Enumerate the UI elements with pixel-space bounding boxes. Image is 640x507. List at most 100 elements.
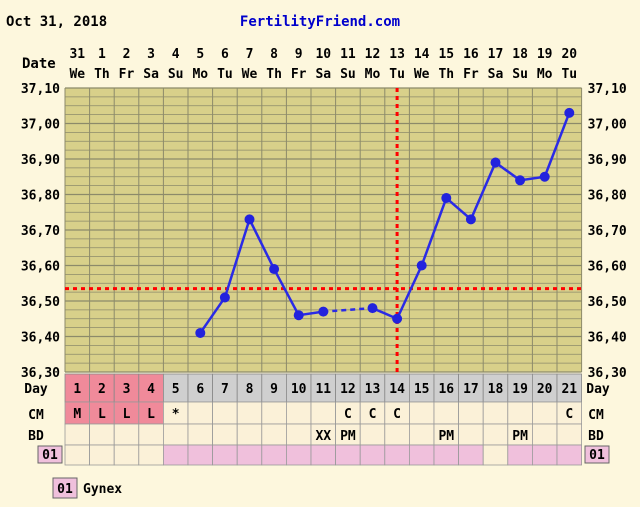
code-cell xyxy=(261,444,287,466)
day-cell xyxy=(64,373,91,403)
temperature-segment xyxy=(469,162,497,220)
cm-cell xyxy=(458,401,484,425)
date-label: 14 xyxy=(414,47,430,62)
chart-table: 1 M 2 L 3 L 4 L 5 * 6 7 8 9 10 11 XX 12 C PM 13 C 14 C 15 16 PM 17 1… xyxy=(64,373,583,466)
code-cell xyxy=(482,444,509,466)
day-number: 17 xyxy=(463,382,479,397)
code-cell xyxy=(89,444,115,466)
y-tick-label-left: 37,10 xyxy=(21,82,60,97)
bd-cell xyxy=(64,423,91,446)
code-cell xyxy=(458,444,484,466)
weekday-label: Fr xyxy=(291,67,307,82)
date-label: 7 xyxy=(246,47,254,62)
cm-row-label-left: CM xyxy=(28,408,44,423)
temperature-segment xyxy=(445,197,472,221)
code-cell xyxy=(236,444,263,466)
y-tick-label-right: 37,10 xyxy=(588,82,627,97)
date-label: 19 xyxy=(537,47,553,62)
date-label: 9 xyxy=(295,47,303,62)
weekday-label: Th xyxy=(438,67,454,82)
weekday-label: We xyxy=(414,67,430,82)
bd-value: PM xyxy=(438,429,454,444)
cm-value: C xyxy=(565,407,573,422)
y-tick-label-right: 36,70 xyxy=(588,224,627,239)
legend-label: Gynex xyxy=(83,482,122,497)
site-name[interactable]: FertilityFriend.com xyxy=(240,14,400,30)
temperature-point xyxy=(195,327,206,338)
temperature-segment xyxy=(543,112,571,178)
day-number: 9 xyxy=(270,382,278,397)
bd-cell xyxy=(458,423,484,446)
cm-cell xyxy=(507,401,533,425)
cm-cell xyxy=(261,401,287,425)
temperature-point xyxy=(416,260,427,271)
y-tick-label-left: 37,00 xyxy=(21,118,60,133)
temperature-point xyxy=(392,313,403,324)
cm-cell xyxy=(310,401,337,425)
code-cell xyxy=(285,444,312,466)
cm-value: C xyxy=(344,407,352,422)
y-tick-label-left: 36,80 xyxy=(21,189,60,204)
y-tick-label-left: 36,50 xyxy=(21,295,60,310)
code-cell xyxy=(113,444,140,466)
bd-cell xyxy=(408,423,435,446)
bd-cell xyxy=(384,423,410,446)
y-tick-label-right: 36,40 xyxy=(588,331,627,346)
temperature-point xyxy=(441,193,452,204)
day-number: 8 xyxy=(246,382,254,397)
day-number: 20 xyxy=(537,382,553,397)
temperature-segment xyxy=(494,161,521,182)
axes: 37,10 37,10 37,00 37,00 36,90 36,90 36,80 36,80… xyxy=(21,47,627,381)
cm-cell xyxy=(187,401,214,425)
temperature-point xyxy=(490,157,501,168)
temperature-point xyxy=(244,214,255,225)
bd-cell xyxy=(212,423,238,446)
cm-cell xyxy=(482,401,509,425)
code-cell xyxy=(507,444,533,466)
code-cell xyxy=(187,444,214,466)
bd-cell xyxy=(359,423,386,446)
bd-cell xyxy=(89,423,115,446)
date-row-label: Date xyxy=(22,56,56,72)
temperature-point xyxy=(564,107,575,118)
weekday-label: Tu xyxy=(389,67,405,82)
day-number: 10 xyxy=(291,382,307,397)
date-label: 17 xyxy=(488,47,504,62)
y-tick-label-right: 36,30 xyxy=(588,366,627,381)
legend-code: 01 xyxy=(57,482,73,497)
bd-row-label-left: BD xyxy=(28,429,44,444)
day-number: 3 xyxy=(123,382,131,397)
code-cell xyxy=(212,444,238,466)
weekday-label: Mo xyxy=(365,67,381,82)
code-cell xyxy=(162,444,189,466)
date-label: 1 xyxy=(98,47,106,62)
day-number: 11 xyxy=(315,382,331,397)
code-cell xyxy=(433,444,460,466)
weekday-label: Sa xyxy=(488,67,504,82)
bd-cell xyxy=(236,423,263,446)
code-row-label-left-box xyxy=(37,445,63,464)
date-label: 10 xyxy=(315,47,331,62)
day-cell xyxy=(113,373,140,403)
y-tick-label-left: 36,90 xyxy=(21,153,60,168)
date-label: 3 xyxy=(147,47,155,62)
weekday-label: Sa xyxy=(143,67,159,82)
temperature-segment xyxy=(395,264,423,320)
header-date: Oct 31, 2018 xyxy=(6,14,107,30)
weekday-label: Fr xyxy=(119,67,135,82)
code-row-label-right: 01 xyxy=(589,448,605,463)
cm-cell xyxy=(433,401,460,425)
day-cell xyxy=(408,373,435,403)
weekday-label: Mo xyxy=(537,67,553,82)
code-cell xyxy=(384,444,410,466)
weekday-label: Fr xyxy=(463,67,479,82)
bd-cell xyxy=(162,423,189,446)
day-row-label-right: Day xyxy=(586,382,610,397)
date-label: 20 xyxy=(561,47,577,62)
bd-cell xyxy=(261,423,287,446)
bd-cell xyxy=(138,423,164,446)
date-label: 16 xyxy=(463,47,479,62)
date-label: 13 xyxy=(389,47,405,62)
day-number: 4 xyxy=(147,382,155,397)
y-tick-label-right: 36,80 xyxy=(588,189,627,204)
